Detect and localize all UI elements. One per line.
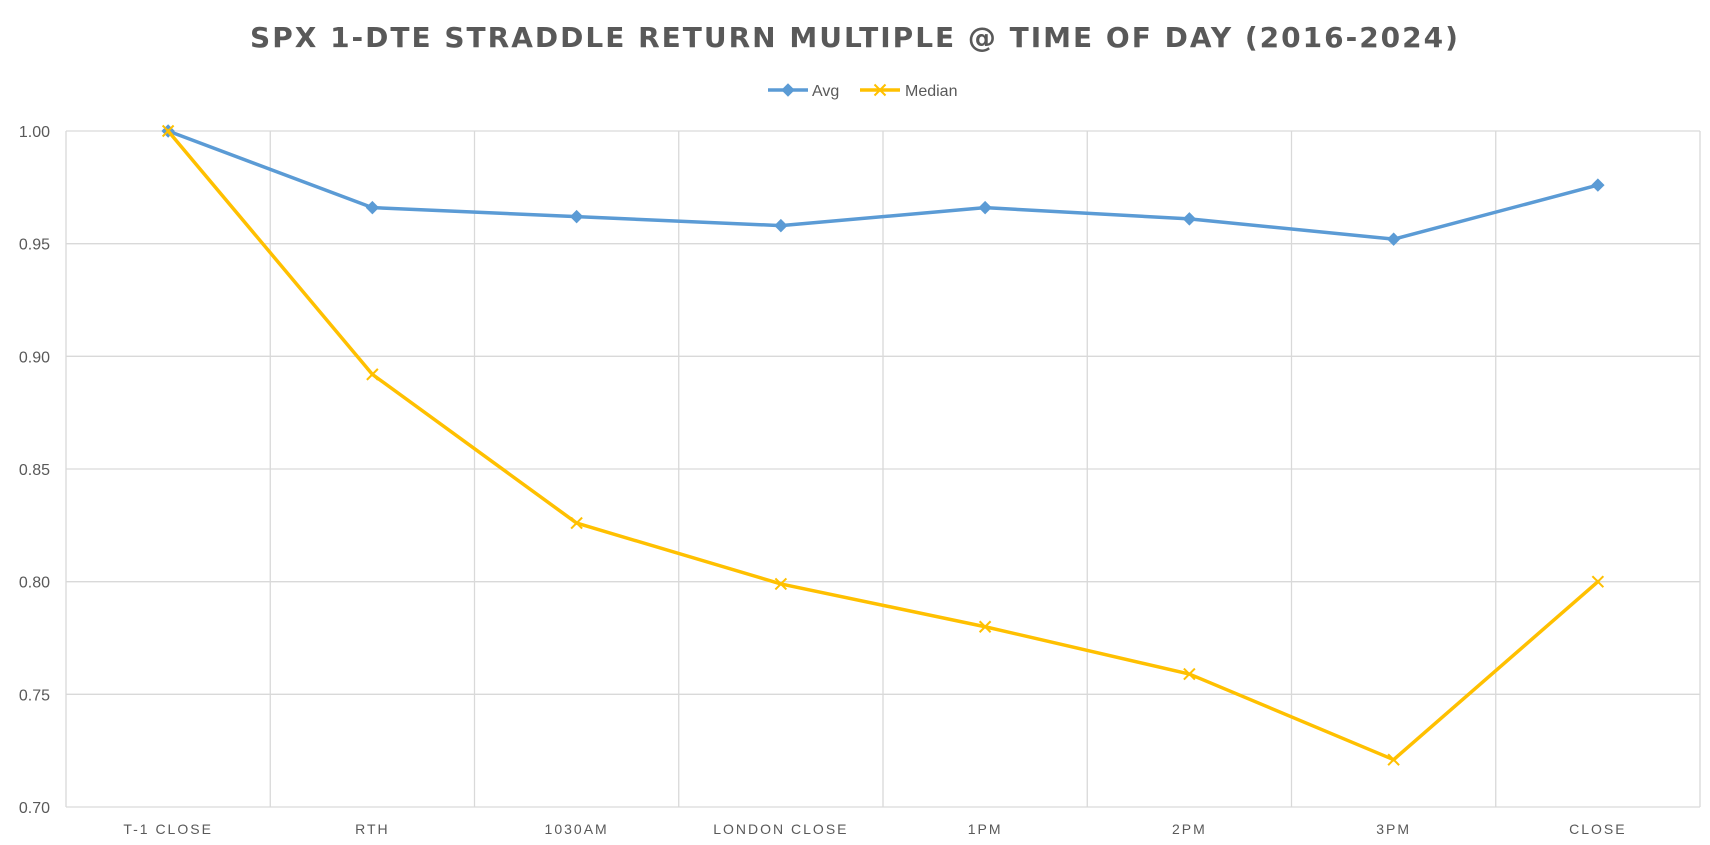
data-point-median xyxy=(774,577,788,591)
x-tick-label: RTH xyxy=(355,821,390,837)
data-point-avg xyxy=(1182,212,1197,226)
data-point-avg xyxy=(978,200,992,215)
series-layer xyxy=(161,124,1605,766)
x-axis: T-1 CLOSE RTH 1030AM LONDON CLOSE 1PM 2PM 3PM C… xyxy=(123,821,1626,837)
x-tick-label: 1PM xyxy=(968,821,1003,837)
y-tick-label: 0.90 xyxy=(19,349,50,366)
legend: Avg Median xyxy=(768,83,957,100)
y-axis: 1.00 0.95 0.90 0.85 0.80 0.75 0.70 xyxy=(19,124,50,817)
x-tick-label: 1030AM xyxy=(545,821,609,837)
y-tick-label: 0.80 xyxy=(19,575,50,592)
data-point-avg xyxy=(1386,232,1401,246)
series-median xyxy=(161,124,1605,766)
chart-title: SPX 1-DTE STRADDLE RETURN MULTIPLE @ TIM… xyxy=(250,21,1460,54)
x-tick-label: CLOSE xyxy=(1569,821,1626,837)
series-line-median xyxy=(166,129,1600,762)
data-point-avg xyxy=(1591,178,1605,192)
legend-entry-median: Median xyxy=(860,83,957,100)
data-point-median xyxy=(1387,753,1400,766)
data-point-median xyxy=(1183,667,1196,681)
x-tick-label: 3PM xyxy=(1376,821,1411,837)
data-point-median xyxy=(366,368,379,381)
series-avg xyxy=(161,124,1605,246)
data-point-avg xyxy=(569,209,584,224)
legend-marker xyxy=(781,83,795,97)
grid xyxy=(65,130,1701,808)
x-tick-label: LONDON CLOSE xyxy=(713,821,848,837)
legend-label: Avg xyxy=(812,83,839,100)
series-line-avg xyxy=(166,129,1600,241)
data-point-median xyxy=(161,124,175,138)
legend-label: Median xyxy=(905,83,957,100)
data-point-median xyxy=(1591,575,1605,588)
x-tick-label: 2PM xyxy=(1172,821,1207,837)
x-tick-label: T-1 CLOSE xyxy=(123,821,213,837)
y-tick-label: 0.75 xyxy=(19,687,50,704)
data-point-avg xyxy=(365,200,380,215)
y-tick-label: 0.95 xyxy=(19,237,50,254)
data-point-median xyxy=(570,516,583,530)
y-tick-label: 0.85 xyxy=(19,462,50,479)
data-point-avg xyxy=(774,218,788,233)
y-tick-label: 0.70 xyxy=(19,800,50,817)
legend-entry-avg: Avg xyxy=(768,83,839,100)
data-point-median xyxy=(978,620,992,633)
legend-marker xyxy=(873,83,887,97)
y-tick-label: 1.00 xyxy=(19,124,50,141)
